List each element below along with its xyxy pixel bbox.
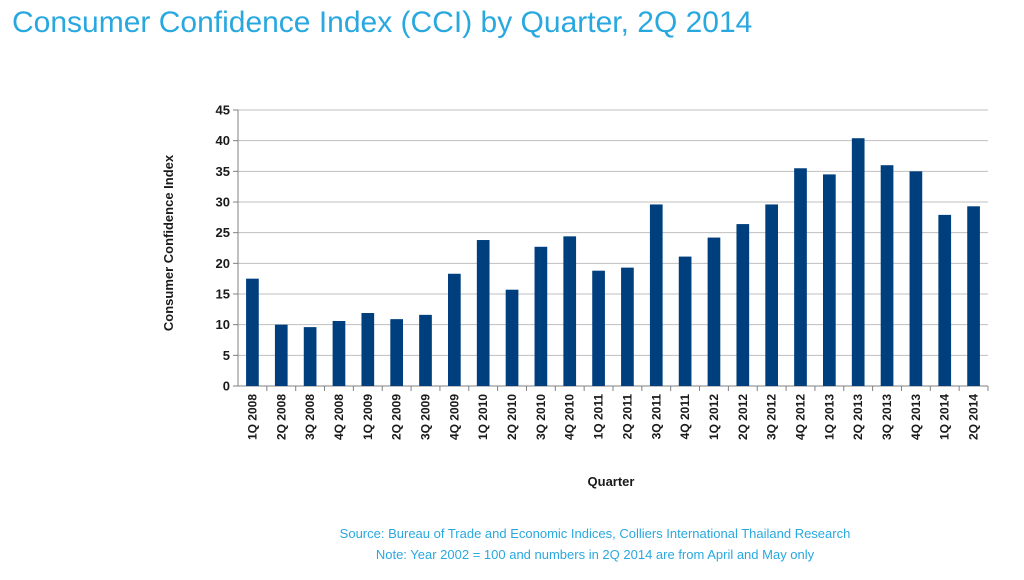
grid-lines xyxy=(233,109,988,387)
source-note: Source: Bureau of Trade and Economic Ind… xyxy=(339,526,851,541)
methodology-note: Note: Year 2002 = 100 and numbers in 2Q … xyxy=(375,547,815,562)
bar xyxy=(938,214,952,386)
bar xyxy=(851,138,865,386)
x-tick-label: 1Q 2011 xyxy=(592,394,606,440)
x-tick-label: 2Q 2012 xyxy=(736,394,750,440)
bar xyxy=(274,324,288,386)
y-tick-label: 35 xyxy=(216,164,230,179)
x-tick-label: 3Q 2010 xyxy=(534,394,548,440)
bar xyxy=(448,273,461,386)
page-title: Consumer Confidence Index (CCI) by Quart… xyxy=(12,6,753,39)
x-tick-labels: 1Q 2008 2Q 2008 3Q 2008 4Q 2008 1Q 2009 2Q 20… xyxy=(245,394,980,440)
x-tick-label: 3Q 2012 xyxy=(765,394,779,440)
y-tick-label: 25 xyxy=(216,225,230,240)
bar xyxy=(476,240,490,386)
bar xyxy=(592,270,605,386)
bar xyxy=(390,319,403,386)
bar xyxy=(765,204,778,386)
x-tick-label: 4Q 2011 xyxy=(678,394,692,440)
y-tick-label: 10 xyxy=(216,317,230,332)
bar xyxy=(332,320,346,386)
x-tick-label: 4Q 2010 xyxy=(563,394,577,440)
y-tick-labels: 0 5 10 15 20 25 30 35 40 45 xyxy=(216,103,230,394)
bar xyxy=(678,256,692,386)
x-tick-label: 3Q 2008 xyxy=(303,394,317,440)
y-tick-label: 0 xyxy=(223,379,230,394)
bar xyxy=(794,168,807,386)
bar xyxy=(303,327,317,386)
x-tick-label: 3Q 2013 xyxy=(880,394,894,440)
y-tick-label: 15 xyxy=(216,287,230,302)
x-tick-label: 2Q 2013 xyxy=(851,394,865,440)
bar xyxy=(246,278,259,386)
x-tick-label: 1Q 2013 xyxy=(822,394,836,440)
bar xyxy=(880,165,894,386)
x-tick-label: 1Q 2008 xyxy=(245,394,259,440)
y-tick-label: 45 xyxy=(216,103,230,118)
bar xyxy=(649,204,663,386)
bar xyxy=(505,289,519,386)
x-tick-label: 2Q 2014 xyxy=(967,394,981,440)
x-tick-label: 2Q 2009 xyxy=(390,394,404,440)
x-tick-label: 4Q 2008 xyxy=(332,394,346,440)
y-tick-label: 30 xyxy=(216,195,230,210)
x-tick-label: 2Q 2010 xyxy=(505,394,519,440)
y-tick-label: 5 xyxy=(223,348,230,363)
x-tick-label: 1Q 2014 xyxy=(938,394,952,440)
x-tick-label: 4Q 2013 xyxy=(909,394,923,440)
x-axis-label: Quarter xyxy=(588,474,635,489)
y-axis-label: Consumer Confidence Index xyxy=(161,154,176,331)
bar xyxy=(534,246,548,386)
y-tick-label: 40 xyxy=(216,133,230,148)
bars xyxy=(246,138,980,386)
x-tick-label: 4Q 2009 xyxy=(447,394,461,440)
bar xyxy=(419,314,432,386)
bar xyxy=(361,313,375,386)
x-tick-label: 1Q 2009 xyxy=(361,394,375,440)
bar xyxy=(707,237,721,386)
x-tick-label: 3Q 2011 xyxy=(649,394,663,440)
bar xyxy=(563,236,577,386)
x-tick-label: 2Q 2011 xyxy=(620,394,634,440)
bar xyxy=(736,224,750,386)
axes xyxy=(237,110,989,391)
bar xyxy=(621,267,634,386)
bar xyxy=(823,174,836,386)
x-tick-label: 4Q 2012 xyxy=(794,394,808,440)
x-tick-label: 3Q 2009 xyxy=(419,394,433,440)
x-tick-label: 1Q 2010 xyxy=(476,394,490,440)
bar xyxy=(909,171,923,386)
y-tick-label: 20 xyxy=(216,256,230,271)
x-tick-label: 2Q 2008 xyxy=(274,394,288,440)
x-tick-label: 1Q 2012 xyxy=(707,394,721,440)
bar xyxy=(967,206,980,386)
